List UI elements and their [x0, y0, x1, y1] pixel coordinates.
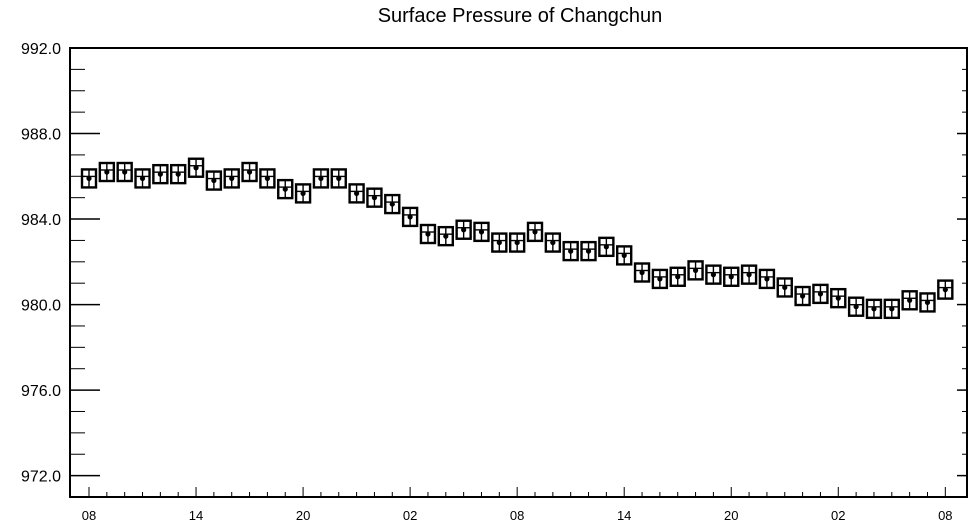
y-tick-label: 972.0: [21, 469, 61, 486]
data-point: [776, 277, 793, 298]
data-point: [740, 264, 758, 285]
data-point: [865, 298, 883, 320]
data-point: [651, 268, 669, 290]
data-marks: [80, 157, 954, 320]
chart-title: Surface Pressure of Changchun: [378, 5, 663, 27]
data-point: [723, 266, 740, 287]
y-tick-label: 980.0: [21, 298, 61, 315]
data-point: [562, 240, 579, 262]
y-tick-label: 988.0: [21, 127, 61, 144]
data-point: [473, 221, 490, 243]
data-point: [794, 285, 811, 307]
data-point: [348, 183, 365, 204]
x-tick-label: 14: [189, 508, 203, 523]
data-point: [330, 168, 347, 189]
data-point: [616, 245, 633, 266]
x-tick-label: 02: [831, 508, 845, 523]
data-point: [312, 168, 330, 189]
data-point: [580, 240, 597, 262]
y-tick-label: 976.0: [21, 383, 61, 400]
y-tick-label: 992.0: [21, 41, 61, 58]
x-tick-label: 20: [296, 508, 310, 523]
y-axis: 972.0 976.0 980.0 984.0 988.0 992.0: [21, 41, 967, 486]
data-point: [847, 296, 865, 317]
data-point: [669, 266, 686, 287]
data-point: [901, 290, 918, 311]
data-point: [259, 168, 276, 189]
data-point: [883, 298, 900, 320]
x-tick-label: 08: [938, 508, 952, 523]
data-point: [919, 292, 936, 313]
data-point: [419, 223, 437, 245]
x-tick-label: 08: [82, 508, 96, 523]
data-point: [169, 163, 187, 185]
data-point: [491, 232, 508, 253]
data-point: [508, 232, 526, 253]
data-point: [598, 236, 615, 258]
data-point: [544, 232, 562, 253]
data-point: [830, 287, 847, 309]
data-point: [116, 161, 133, 183]
x-axis: 08 14 20 02 08 14 20 02 08: [82, 487, 953, 523]
data-point: [80, 168, 98, 189]
data-point: [455, 219, 472, 240]
data-point: [937, 279, 954, 300]
data-point: [705, 264, 722, 285]
data-point: [526, 221, 544, 243]
data-point: [134, 168, 151, 189]
data-point: [152, 163, 169, 185]
x-tick-label: 20: [724, 508, 738, 523]
data-point: [205, 170, 223, 191]
data-point: [437, 225, 454, 247]
data-point: [277, 178, 294, 200]
data-point: [401, 206, 419, 228]
data-point: [223, 168, 240, 189]
data-point: [758, 268, 776, 290]
x-tick-label: 02: [403, 508, 417, 523]
x-tick-label: 14: [617, 508, 631, 523]
data-point: [241, 161, 258, 183]
data-point: [384, 193, 401, 215]
data-point: [687, 260, 704, 281]
plot-frame: [69, 47, 968, 498]
data-point: [98, 161, 116, 183]
data-point: [812, 283, 829, 305]
data-point: [633, 262, 651, 283]
data-point: [366, 187, 383, 208]
y-tick-label: 984.0: [21, 212, 61, 229]
data-point: [187, 157, 205, 178]
data-point: [294, 183, 312, 204]
x-tick-label: 08: [510, 508, 524, 523]
